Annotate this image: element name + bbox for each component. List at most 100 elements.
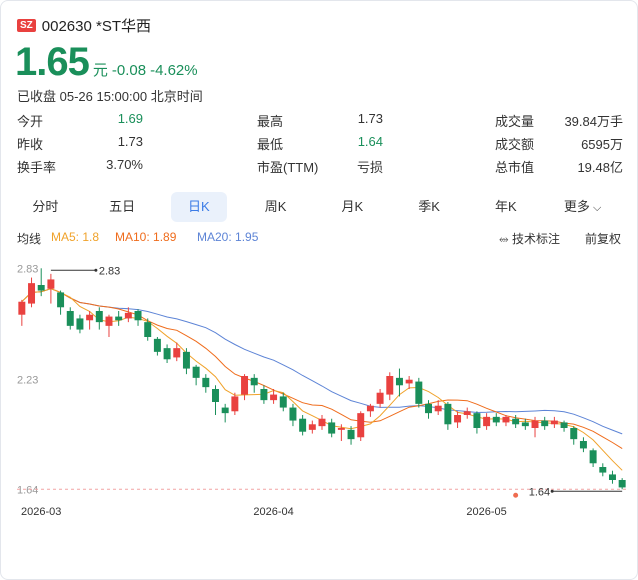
stat-label: 最低 [257, 137, 284, 152]
candle-body [512, 418, 520, 425]
candle-body [221, 407, 229, 414]
tab-4[interactable]: 周K [264, 199, 287, 214]
candle-body [454, 415, 462, 423]
price-change: -0.08 [111, 62, 147, 79]
candle-body [134, 311, 142, 321]
candle-body [250, 377, 258, 386]
candle-body [308, 424, 316, 430]
stat-value: 19.48亿 [577, 160, 623, 175]
price-change-pct: -4.62% [150, 62, 198, 79]
candle-body [376, 392, 384, 404]
candle-body [425, 403, 432, 414]
stat-value: 1.73 [117, 134, 143, 149]
candle-body [570, 428, 578, 440]
candle-body [76, 318, 84, 330]
candle-body [589, 450, 597, 464]
stat-value: 6595万 [581, 137, 623, 152]
candle-body [192, 366, 200, 378]
candle-body [483, 416, 491, 427]
ma5-line [21, 288, 623, 471]
candle-body [618, 480, 626, 488]
candle-body [357, 413, 365, 438]
ma20-label: MA20: 1.95 [197, 230, 259, 244]
candle-body [124, 312, 132, 319]
tab-5[interactable]: 月K [341, 199, 364, 214]
stat-label: 市盈(TTM) [257, 160, 319, 175]
candle-body [66, 311, 74, 326]
stat-label: 总市值 [495, 160, 535, 175]
tab-1[interactable]: 分时 [32, 199, 59, 214]
stats-row: 换手率 3.70% 市盈(TTM) 亏损 总市值 19.48亿 [17, 157, 629, 179]
candle-body [492, 416, 500, 423]
candle-body [502, 416, 510, 423]
candle-body [299, 418, 307, 432]
stat-value: 1.64 [357, 134, 383, 149]
candle-body [153, 338, 161, 352]
candle-body [182, 351, 190, 369]
stock-header: SZ 002630 *ST华西 [17, 15, 151, 35]
max-marker-label: 2.83 [99, 265, 120, 277]
candle-body [241, 376, 249, 395]
ma10-label: MA10: 1.89 [115, 230, 177, 244]
max-marker-dot [94, 268, 98, 272]
stat-label: 成交量 [495, 114, 535, 129]
candle-body [560, 422, 568, 428]
candle-body [47, 279, 55, 289]
kline-chart[interactable]: 2.83 2.23 1.64 2.83 1.64 2026-03 2026-04 2026-0… [1, 251, 637, 541]
candle-body [463, 411, 471, 415]
candle-body [289, 407, 297, 421]
stat-label: 成交额 [495, 137, 535, 152]
stat-label: 昨收 [17, 137, 44, 152]
stat-value: 1.73 [357, 111, 383, 126]
x-tick-label: 2026-05 [466, 506, 506, 518]
candle-body [144, 322, 152, 337]
tab-8[interactable]: 更多 ⌵ [563, 199, 602, 214]
candle-body [366, 405, 374, 412]
candle-body [95, 311, 103, 323]
candle-body [328, 422, 336, 434]
x-tick-label: 2026-03 [21, 506, 61, 518]
tab-7[interactable]: 年K [495, 199, 517, 214]
chevron-down-icon: ⌵ [589, 202, 602, 214]
candle-body [395, 377, 403, 386]
tab-6[interactable]: 季K [418, 199, 440, 214]
candle-body [37, 285, 45, 291]
candle-body [163, 348, 171, 360]
candle-body [212, 389, 219, 402]
candle-body [337, 428, 345, 430]
ma-bar: 均线 MA5: 1.8 MA10: 1.89 MA20: 1.95 ⥈ 技术标注… [17, 230, 625, 248]
tech-annotation-icon: ⥈ [499, 232, 512, 246]
candle-body [279, 396, 287, 408]
tab-3[interactable]: 日K [170, 192, 228, 222]
candle-body [28, 283, 36, 304]
candle-body [434, 405, 442, 412]
y-tick-label: 1.64 [17, 484, 38, 496]
stat-label: 最高 [257, 114, 284, 129]
candle-body [270, 394, 278, 401]
ma10-line [21, 288, 623, 450]
candle-body [415, 381, 423, 404]
tech-annotation-toggle[interactable]: ⥈ 技术标注 [499, 232, 560, 246]
candle-body [105, 316, 113, 326]
stats-row: 昨收 1.73 最低 1.64 成交额 6595万 [17, 134, 629, 156]
candle-body [18, 301, 26, 315]
candle-body [608, 474, 616, 480]
candle-body [405, 379, 413, 384]
candle-body [386, 376, 394, 395]
tab-2[interactable]: 五日 [109, 199, 136, 214]
candle-body [202, 377, 210, 388]
candle-body [173, 348, 181, 358]
stat-value: 1.69 [117, 111, 143, 126]
min-marker-label: 1.64 [529, 486, 550, 498]
min-marker-dot [550, 489, 554, 493]
candle-body [473, 413, 481, 428]
candle-body [318, 418, 326, 427]
stat-value: 亏损 [356, 160, 383, 175]
candle-body [579, 441, 587, 449]
adjust-select[interactable]: 前复权 [585, 232, 622, 246]
candle-body [231, 396, 239, 412]
y-tick-label: 2.23 [17, 375, 38, 387]
period-tabs: 分时 五日 日K 周K 月K 季K 年K 更多 ⌵ [13, 192, 627, 222]
stat-value: 3.70% [106, 157, 143, 172]
